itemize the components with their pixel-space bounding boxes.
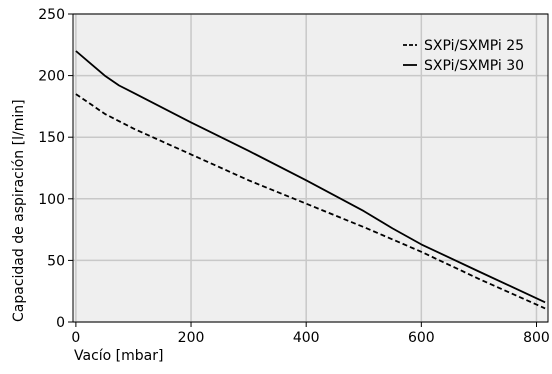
legend-label-1: SXPi/SXMPi 25 <box>424 38 524 54</box>
x-tick-label-3: 600 <box>408 330 435 346</box>
x-tick-label-1: 200 <box>178 330 205 346</box>
plot-background <box>73 14 548 322</box>
y-tick-label-0: 0 <box>56 315 65 331</box>
x-axis-title: Vacío [mbar] <box>74 348 163 364</box>
series-lines <box>75 50 546 310</box>
y-axis-ticks: 0 50 100 150 200 250 <box>38 7 73 331</box>
y-tick-label-5: 250 <box>38 7 65 23</box>
y-tick-label-1: 50 <box>47 253 65 269</box>
plot-frame <box>72 13 549 323</box>
x-axis-ticks: 0 200 400 600 800 <box>71 322 550 346</box>
x-tick-label-0: 0 <box>71 330 80 346</box>
y-tick-label-2: 100 <box>38 192 65 208</box>
y-tick-label-4: 200 <box>38 69 65 85</box>
x-tick-label-2: 400 <box>293 330 320 346</box>
x-tick-label-4: 800 <box>523 330 550 346</box>
y-axis-title: Capacidad de aspiración [l/min] <box>11 99 27 322</box>
series-line-2 <box>75 50 546 304</box>
series-line-1 <box>75 93 546 310</box>
y-tick-label-3: 150 <box>38 130 65 146</box>
legend-label-2: SXPi/SXMPi 30 <box>424 58 524 74</box>
legend: SXPi/SXMPi 25 SXPi/SXMPi 30 <box>403 38 524 74</box>
